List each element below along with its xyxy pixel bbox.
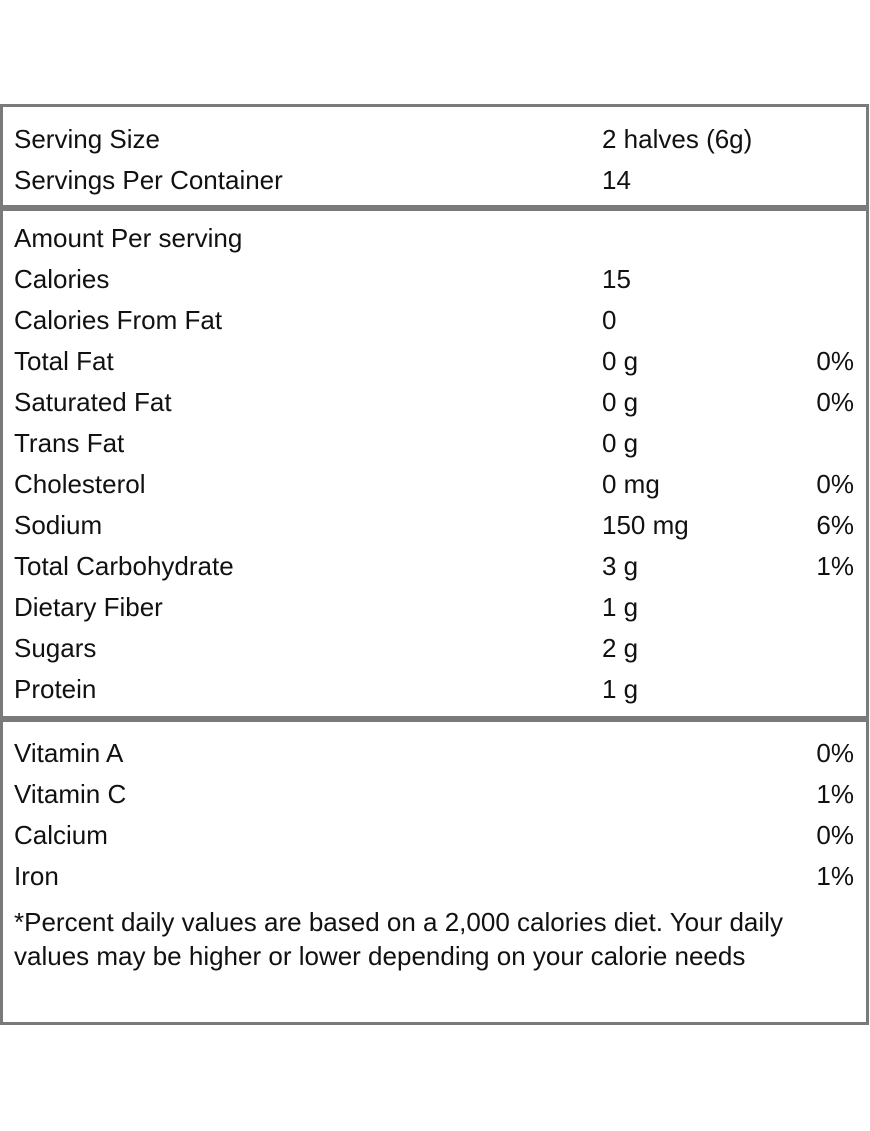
nutrient-daily-value: 0%	[816, 387, 854, 417]
nutrient-row: Sodium 150 mg 6%	[3, 505, 866, 545]
vitamin-name: Vitamin C	[14, 779, 127, 809]
nutrient-amount: 0	[602, 305, 617, 335]
vitamin-daily-value: 1%	[816, 861, 854, 891]
serving-size-value: 2 halves (6g)	[602, 124, 753, 154]
nutrient-name: Sodium	[14, 510, 103, 540]
nutrient-name: Dietary Fiber	[14, 592, 163, 622]
amount-per-serving-label: Amount Per serving	[14, 223, 243, 253]
nutrient-amount: 1 g	[602, 592, 639, 622]
nutrient-row: Trans Fat 0 g	[3, 423, 866, 463]
nutrient-name: Sugars	[14, 633, 97, 663]
vitamin-row: Iron 1%	[3, 856, 866, 896]
vitamin-name: Calcium	[14, 820, 108, 850]
serving-section: Serving Size 2 halves (6g) Servings Per …	[3, 107, 866, 205]
serving-size-row: Serving Size 2 halves (6g)	[3, 119, 866, 159]
nutrient-row: Dietary Fiber 1 g	[3, 587, 866, 627]
nutrient-amount: 15	[602, 264, 631, 294]
servings-per-container-label: Servings Per Container	[14, 165, 283, 195]
nutrient-amount: 2 g	[602, 633, 639, 663]
nutrient-name: Calories From Fat	[14, 305, 223, 335]
nutrient-row: Calories 15	[3, 259, 866, 299]
nutrient-name: Protein	[14, 674, 97, 704]
nutrient-name: Trans Fat	[14, 428, 125, 458]
servings-per-container-row: Servings Per Container 14	[3, 160, 866, 200]
nutrition-facts-label: Serving Size 2 halves (6g) Servings Per …	[0, 104, 869, 1025]
vitamin-name: Vitamin A	[14, 738, 124, 768]
vitamin-row: Vitamin A 0%	[3, 733, 866, 773]
serving-size-label: Serving Size	[14, 124, 160, 154]
amount-per-serving-heading: Amount Per serving	[3, 218, 866, 258]
section-divider	[3, 205, 866, 211]
vitamin-name: Iron	[14, 861, 59, 891]
nutrient-row: Total Carbohydrate 3 g 1%	[3, 546, 866, 586]
vitamin-row: Vitamin C 1%	[3, 774, 866, 814]
vitamin-daily-value: 1%	[816, 779, 854, 809]
vitamins-section: Vitamin A 0% Vitamin C 1% Calcium 0% Iron 1% *P…	[3, 722, 866, 1022]
nutrient-name: Total Carbohydrate	[14, 551, 234, 581]
servings-per-container-value: 14	[602, 165, 631, 195]
nutrient-row: Sugars 2 g	[3, 628, 866, 668]
vitamin-daily-value: 0%	[816, 820, 854, 850]
vitamin-row: Calcium 0%	[3, 815, 866, 855]
daily-values-footnote: *Percent daily values are based on a 2,0…	[14, 907, 783, 971]
nutrient-daily-value: 1%	[816, 551, 854, 581]
nutrient-amount: 0 g	[602, 346, 639, 376]
section-divider	[3, 716, 866, 722]
nutrient-row: Saturated Fat 0 g 0%	[3, 382, 866, 422]
nutrient-daily-value: 0%	[816, 469, 854, 499]
nutrient-row: Calories From Fat 0	[3, 300, 866, 340]
nutrient-name: Saturated Fat	[14, 387, 172, 417]
nutrient-amount: 1 g	[602, 674, 639, 704]
nutrient-amount: 0 mg	[602, 469, 660, 499]
nutrient-amount: 0 g	[602, 387, 639, 417]
nutrient-name: Cholesterol	[14, 469, 146, 499]
vitamin-daily-value: 0%	[816, 738, 854, 768]
nutrient-row: Total Fat 0 g 0%	[3, 341, 866, 381]
nutrient-row: Cholesterol 0 mg 0%	[3, 464, 866, 504]
nutrient-daily-value: 6%	[816, 510, 854, 540]
nutrient-amount: 3 g	[602, 551, 639, 581]
nutrient-amount: 150 mg	[602, 510, 689, 540]
nutrient-daily-value: 0%	[816, 346, 854, 376]
nutrient-name: Total Fat	[14, 346, 114, 376]
nutrient-row: Protein 1 g	[3, 669, 866, 709]
nutrients-section: Amount Per serving Calories 15 Calories Fr…	[3, 211, 866, 716]
nutrient-amount: 0 g	[602, 428, 639, 458]
nutrient-name: Calories	[14, 264, 110, 294]
